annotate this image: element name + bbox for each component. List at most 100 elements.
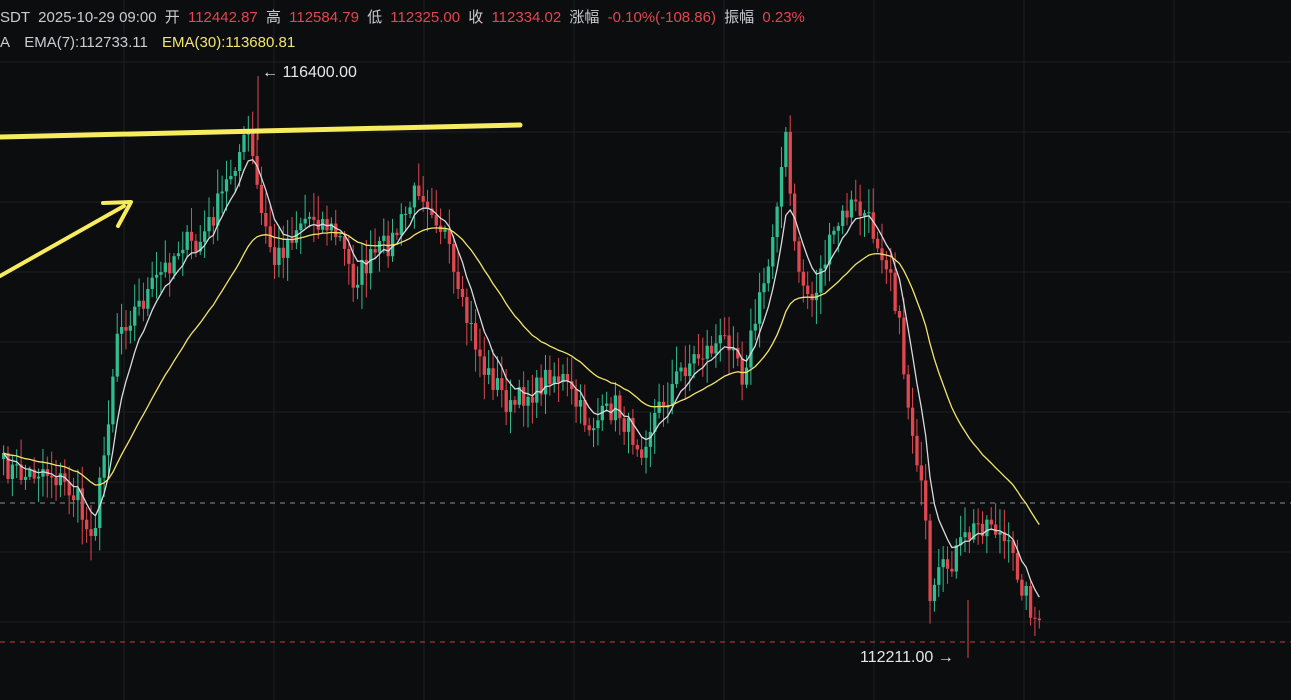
- candle-body: [93, 527, 98, 536]
- candle-body: [98, 477, 102, 528]
- candle-body: [570, 381, 574, 390]
- candle-body: [251, 132, 255, 157]
- high-value: 112584.79: [289, 9, 359, 26]
- high-marker: ← 116400.00: [262, 64, 357, 82]
- candle-body: [919, 465, 923, 481]
- candle-body: [106, 424, 111, 456]
- candle-body: [758, 292, 762, 324]
- candle-body: [924, 480, 928, 521]
- candle-body: [430, 208, 434, 216]
- candle-body: [32, 469, 36, 479]
- candle-body: [941, 559, 945, 568]
- candle-body: [552, 376, 556, 385]
- candle-body: [272, 247, 277, 265]
- candle-body: [141, 300, 146, 309]
- candle-body: [1007, 540, 1011, 542]
- candle-body: [316, 219, 320, 230]
- candle-body: [500, 378, 504, 391]
- candle-body: [19, 464, 23, 480]
- ema7-legend: EMA(7):112733.11: [24, 34, 148, 51]
- candle-body: [1037, 618, 1041, 621]
- candle-body: [827, 234, 832, 265]
- candle-body: [237, 152, 242, 172]
- candle-body: [412, 185, 417, 208]
- ohlc-info-bar: SDT 2025-10-29 09:00 开 112442.87 高 11258…: [0, 6, 809, 27]
- candle-body: [425, 201, 430, 209]
- candle-body: [194, 240, 198, 252]
- candle-body: [1015, 552, 1020, 580]
- candle-body: [801, 271, 806, 286]
- candle-body: [211, 217, 216, 226]
- candle-body: [1033, 617, 1037, 619]
- candle-body: [823, 264, 827, 269]
- candle-body: [653, 412, 657, 432]
- candle-body: [224, 179, 229, 192]
- candle-body: [683, 367, 688, 377]
- candle-body: [198, 241, 202, 252]
- candle-body: [910, 407, 915, 436]
- candle-body: [23, 476, 28, 480]
- candle-body: [334, 223, 338, 238]
- candle-body: [491, 368, 495, 390]
- candle-body: [176, 253, 181, 257]
- open-value: 112442.87: [187, 9, 258, 26]
- candle-body: [897, 310, 902, 318]
- candle-body: [849, 199, 854, 218]
- candle-body: [154, 274, 159, 278]
- candle-body: [377, 240, 382, 253]
- candle-body: [862, 213, 867, 216]
- candle-body: [771, 237, 775, 267]
- candle-body: [696, 354, 701, 359]
- change-label: 涨幅: [569, 9, 600, 26]
- candle-body: [932, 584, 937, 602]
- candle-body: [286, 238, 290, 258]
- candle-body: [993, 524, 998, 535]
- candle-body: [185, 231, 189, 250]
- candle-body: [395, 232, 399, 236]
- candle-body: [399, 214, 403, 236]
- candle-body: [548, 369, 552, 385]
- candle-body: [80, 488, 84, 520]
- candle-body: [325, 218, 329, 231]
- amplitude-label: 振幅: [724, 9, 755, 26]
- candle-body: [578, 400, 583, 407]
- candle-body: [819, 268, 823, 293]
- candle-body: [54, 477, 58, 486]
- candle-body: [181, 249, 185, 254]
- candle-body: [744, 367, 749, 385]
- candle-body: [312, 216, 316, 220]
- datetime-label: 2025-10-29 09:00: [38, 9, 157, 26]
- candle-body: [749, 330, 753, 368]
- candle-body: [661, 401, 666, 408]
- candle-body: [561, 373, 565, 382]
- candle-body: [727, 335, 731, 351]
- candle-body: [591, 428, 596, 431]
- candle-body: [836, 226, 840, 231]
- candle-body: [382, 235, 386, 241]
- candle-body: [504, 390, 508, 412]
- candle-body: [806, 285, 810, 295]
- candle-body: [989, 519, 993, 525]
- candle-body: [203, 231, 207, 242]
- candle-body: [10, 464, 15, 479]
- candle-body: [867, 212, 871, 214]
- candle-body: [364, 259, 369, 274]
- candle-body: [963, 532, 967, 538]
- candle-body: [277, 247, 281, 265]
- candle-body: [159, 272, 163, 275]
- candle-body: [950, 568, 954, 572]
- candle-body: [347, 248, 351, 264]
- candle-body: [85, 519, 89, 530]
- candle-body: [876, 238, 880, 249]
- close-value: 112334.02: [491, 9, 562, 26]
- candle-body: [102, 455, 106, 478]
- candle-body: [574, 389, 578, 407]
- candle-body: [495, 378, 500, 390]
- candle-body: [338, 236, 342, 238]
- candle-body: [290, 238, 294, 243]
- open-label: 开: [164, 9, 180, 26]
- candle-body: [146, 288, 150, 309]
- candle-body: [679, 367, 683, 372]
